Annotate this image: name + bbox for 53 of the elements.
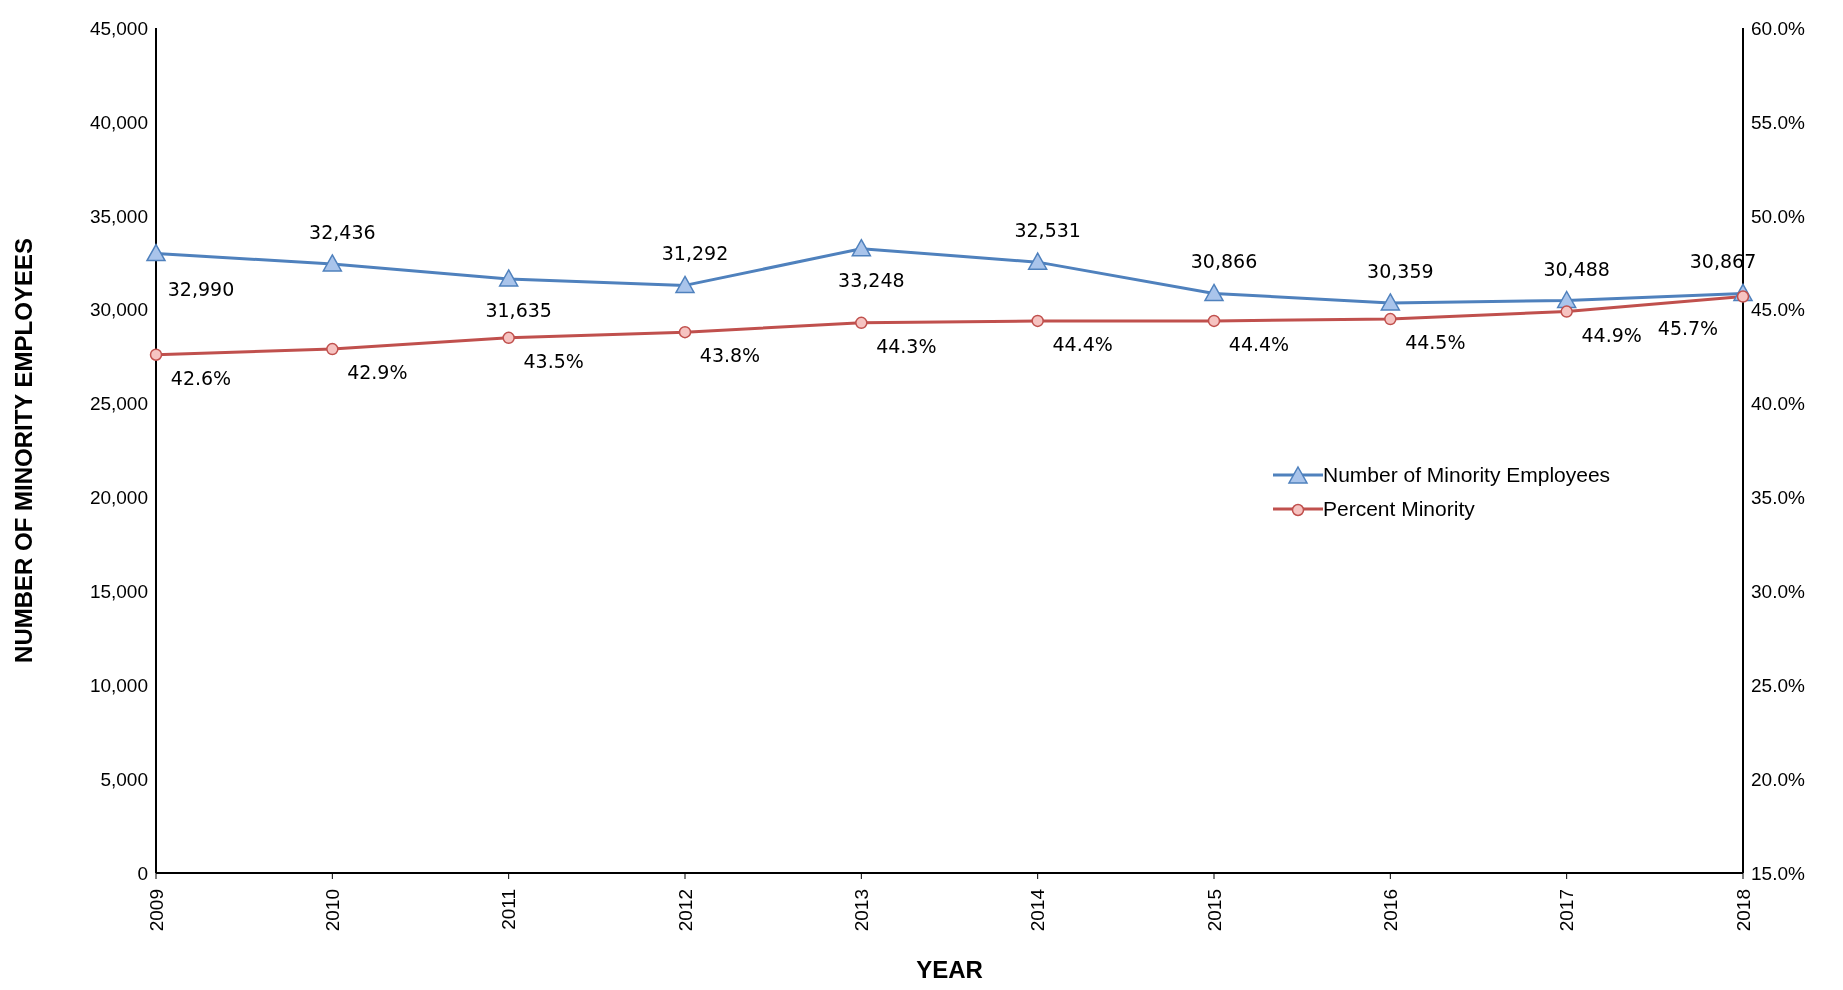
y-tick-label: 30,000 bbox=[89, 299, 148, 321]
x-tick-label: 2013 bbox=[850, 889, 872, 932]
data-label: 30,866 bbox=[1190, 250, 1258, 273]
y-tick-label: 10,000 bbox=[89, 674, 148, 696]
data-label: 33,248 bbox=[838, 268, 905, 291]
data-label: 32,436 bbox=[309, 220, 376, 243]
y-tick-label: 25,000 bbox=[89, 393, 148, 415]
x-tick-label: 2010 bbox=[321, 889, 343, 932]
data-label: 42.9% bbox=[347, 361, 408, 384]
data-label: 43.5% bbox=[523, 349, 584, 372]
data-label: 43.8% bbox=[699, 344, 761, 367]
y-tick-label: 20,000 bbox=[89, 487, 148, 509]
data-label: 30,359 bbox=[1367, 259, 1434, 282]
y2-tick-label: 45.0% bbox=[1751, 299, 1805, 321]
y2-tick-label: 20.0% bbox=[1751, 768, 1805, 790]
data-label: 44.9% bbox=[1581, 323, 1642, 346]
x-tick-label: 2014 bbox=[1027, 888, 1049, 932]
y-tick-label: 0 bbox=[137, 862, 148, 884]
y2-tick-label: 30.0% bbox=[1751, 581, 1805, 603]
y-tick-label: 35,000 bbox=[89, 205, 148, 227]
x-tick-label: 2015 bbox=[1203, 889, 1225, 932]
data-label: 32,990 bbox=[167, 277, 235, 300]
y-tick-label: 40,000 bbox=[89, 111, 148, 133]
data-label: 44.3% bbox=[876, 334, 937, 357]
x-tick-label: 2016 bbox=[1379, 889, 1401, 932]
data-label: 42.6% bbox=[170, 366, 232, 389]
x-tick-label: 2012 bbox=[674, 889, 696, 932]
y2-tick-label: 40.0% bbox=[1751, 393, 1805, 415]
y-tick-label: 5,000 bbox=[100, 768, 148, 790]
data-label: 31,635 bbox=[485, 298, 552, 321]
x-tick-label: 2009 bbox=[145, 889, 167, 932]
y-axis-title: NUMBER OF MINORITY EMPLOYEES bbox=[9, 238, 37, 663]
x-axis-title: YEAR bbox=[916, 956, 983, 983]
y2-tick-label: 55.0% bbox=[1751, 111, 1805, 133]
x-tick-label: 2018 bbox=[1732, 889, 1754, 932]
y-tick-label: 45,000 bbox=[89, 17, 148, 39]
data-label: 44.5% bbox=[1405, 331, 1466, 354]
x-tick-label: 2017 bbox=[1556, 889, 1578, 932]
legend-label: Number of Minority Employees bbox=[1323, 463, 1611, 487]
data-label: 31,292 bbox=[661, 242, 729, 265]
y2-tick-label: 60.0% bbox=[1751, 17, 1805, 39]
y2-tick-label: 35.0% bbox=[1751, 487, 1805, 509]
y2-tick-label: 50.0% bbox=[1751, 205, 1805, 227]
data-label: 44.4% bbox=[1228, 332, 1290, 355]
y2-tick-label: 25.0% bbox=[1751, 674, 1805, 696]
x-tick-label: 2011 bbox=[498, 889, 520, 930]
y-tick-label: 15,000 bbox=[89, 581, 148, 603]
data-label: 44.4% bbox=[1052, 332, 1113, 355]
legend-label: Percent Minority bbox=[1323, 497, 1475, 521]
y2-tick-label: 15.0% bbox=[1751, 862, 1805, 884]
data-label: 30,488 bbox=[1543, 257, 1610, 280]
data-label: 32,531 bbox=[1014, 219, 1081, 242]
data-label: 45.7% bbox=[1657, 316, 1719, 339]
